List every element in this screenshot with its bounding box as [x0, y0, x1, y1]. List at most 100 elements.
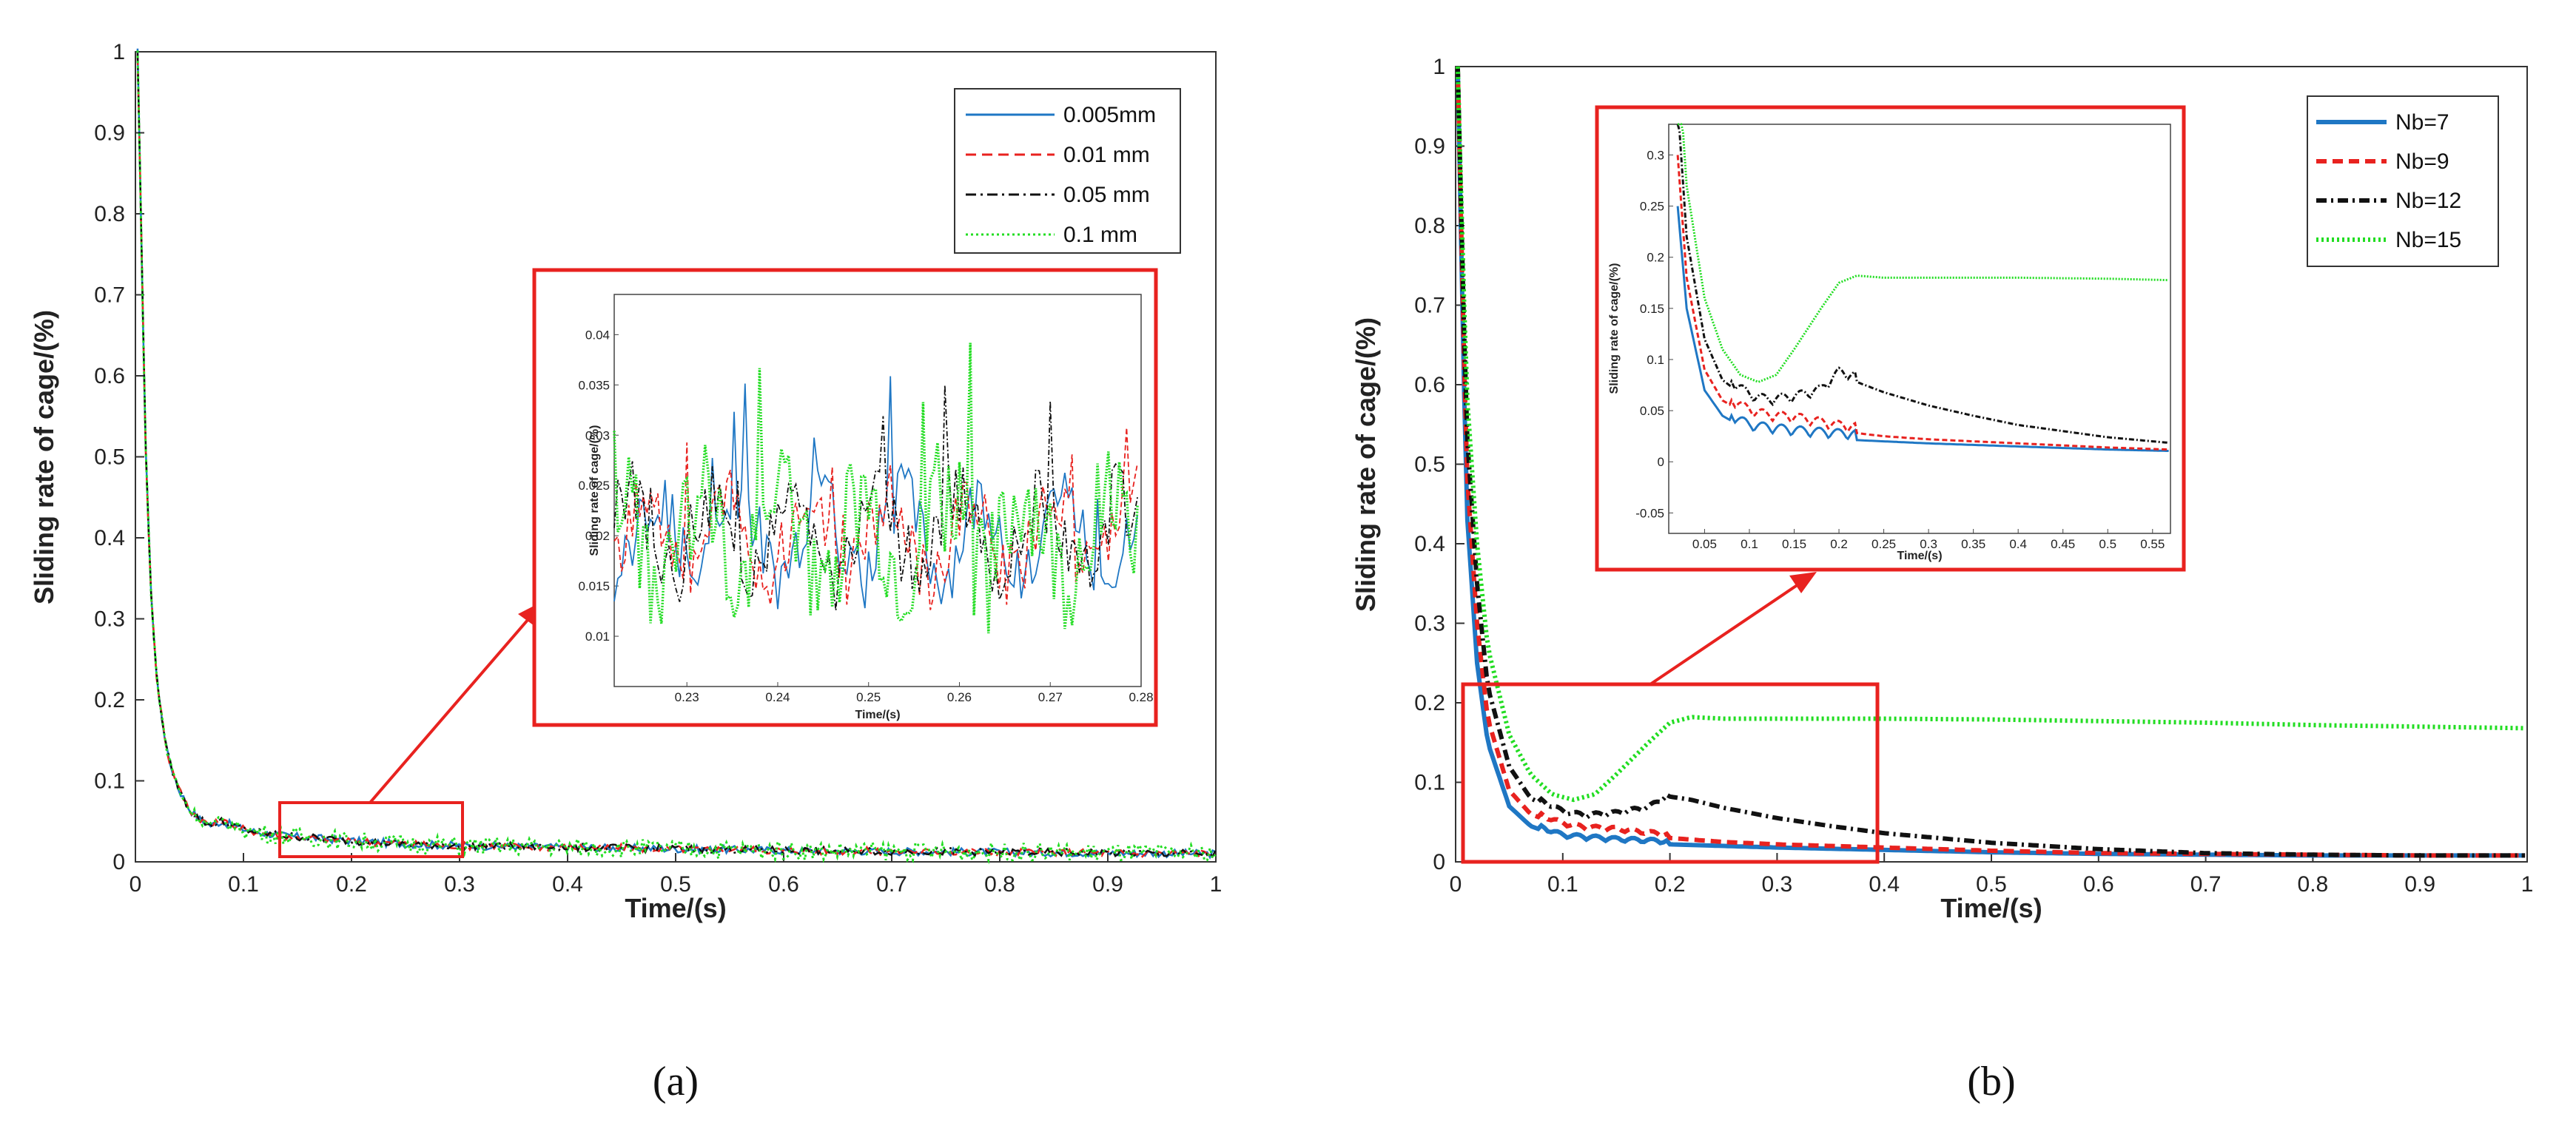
y-ticks-a: 0 0.1 0.2 0.3 0.4 0.5 0.6 0.7 0.8 0.9 1 — [94, 40, 144, 874]
inset-y-tick-label: 0.01 — [585, 630, 610, 644]
inset-x-tick-label: 0.1 — [1741, 537, 1758, 551]
legend-label: 0.05 mm — [1063, 183, 1150, 207]
y-tick-label: 0.5 — [94, 445, 125, 470]
inset-y-ticks-b: -0.05 0 0.05 0.1 0.15 0.2 0.25 0.3 — [1635, 148, 1673, 520]
inset-plot-frame-b — [1668, 124, 2171, 534]
inset-y-tick-label: 0.1 — [1647, 353, 1664, 367]
legend-label: 0.01 mm — [1063, 143, 1150, 167]
x-tick-label: 0.1 — [1547, 872, 1578, 897]
legend-label: 0.005mm — [1063, 103, 1156, 127]
y-tick-label: 0.9 — [94, 121, 125, 146]
x-tick-label: 1 — [1210, 872, 1223, 897]
inset-x-tick-label: 0.28 — [1129, 690, 1153, 704]
inset-y-tick-label: 0.2 — [1647, 251, 1664, 265]
inset-x-tick-label: 0.25 — [1872, 537, 1896, 551]
series-lines-b — [1455, 66, 2526, 858]
x-tick-label: 0.3 — [1762, 872, 1793, 897]
x-ticks-b: 0 0.1 0.2 0.3 0.4 0.5 0.6 0.7 0.8 0.9 1 — [1450, 853, 2534, 897]
legend-a — [954, 88, 1181, 254]
y-tick-label: 0.8 — [94, 202, 125, 226]
x-tick-label: 0.3 — [444, 872, 475, 897]
inset-y-tick-label: 0 — [1658, 455, 1664, 469]
y-tick-label: 1 — [112, 40, 125, 64]
inset-series-line-4 — [1678, 123, 2169, 384]
inset-y-tick-label: 0.04 — [585, 328, 610, 342]
x-axis-label-a: Time/(s) — [625, 893, 726, 923]
x-tick-label: 0.4 — [552, 872, 583, 897]
inset-y-tick-label: 0.035 — [578, 378, 610, 392]
x-tick-label: 1 — [2521, 872, 2534, 897]
y-tick-label: 0.2 — [1414, 691, 1445, 715]
panel-b: 0 0.1 0.2 0.3 0.4 0.5 0.6 0.7 0.8 0.9 1 0 0.1 0.2 0.3… — [1351, 55, 2533, 1104]
inset-series-line-3 — [1676, 124, 2169, 445]
y-tick-label: 0 — [112, 850, 125, 874]
inset-x-tick-label: 0.15 — [1782, 537, 1806, 551]
inset-y-label-a: Sliding rate of cage/(%) — [588, 425, 601, 556]
y-tick-label: 0.1 — [94, 769, 125, 794]
x-tick-label: 0.9 — [1092, 872, 1123, 897]
y-tick-label: 0.4 — [1414, 532, 1445, 556]
y-tick-label: 0.5 — [1414, 453, 1445, 477]
y-tick-label: 0.3 — [1414, 612, 1445, 636]
inset-x-tick-label: 0.23 — [675, 690, 699, 704]
y-axis-label-a: Sliding rate of cage/(%) — [29, 310, 59, 604]
zoom-arrow-a — [369, 613, 534, 804]
y-tick-label: 0.8 — [1414, 214, 1445, 238]
x-tick-label: 0.6 — [768, 872, 799, 897]
y-tick-label: 0 — [1433, 850, 1445, 874]
inset-y-tick-label: 0.015 — [578, 579, 610, 593]
x-ticks-a: 0 0.1 0.2 0.3 0.4 0.5 0.6 0.7 0.8 0.9 1 — [130, 853, 1223, 897]
caption-a: (a) — [653, 1059, 699, 1104]
inset-x-ticks-b: 0.05 0.1 0.15 0.2 0.25 0.3 0.35 0.4 0.45 0.5 0.55 — [1692, 529, 2165, 551]
inset-series-a — [613, 343, 1139, 634]
y-tick-label: 0.6 — [1414, 373, 1445, 397]
y-tick-label: 0.7 — [1414, 294, 1445, 318]
series-line-3 — [1455, 66, 2526, 858]
inset-y-tick-label: 0.15 — [1640, 302, 1664, 316]
inset-x-tick-label: 0.5 — [2099, 537, 2116, 551]
inset-y-tick-label: 0.25 — [1640, 200, 1664, 214]
x-tick-label: 0.8 — [2298, 872, 2329, 897]
x-tick-label: 0.5 — [660, 872, 691, 897]
y-tick-label: 0.7 — [94, 283, 125, 308]
inset-x-tick-label: 0.2 — [1830, 537, 1848, 551]
series-line-3 — [136, 53, 1217, 858]
x-tick-label: 0 — [1450, 872, 1462, 897]
y-ticks-b: 0 0.1 0.2 0.3 0.4 0.5 0.6 0.7 0.8 0.9 1 — [1414, 55, 1464, 874]
inset-y-tick-label: -0.05 — [1635, 506, 1664, 520]
y-tick-label: 0.3 — [94, 607, 125, 632]
inset-y-tick-label: 0.03 — [585, 428, 610, 442]
legend-label: Nb=12 — [2395, 189, 2461, 213]
inset-x-tick-label: 0.3 — [1920, 537, 1937, 551]
panel-a: 0 0.1 0.2 0.3 0.4 0.5 0.6 0.7 0.8 0.9 1 0 0.1 0.2 0.3… — [29, 40, 1222, 1104]
series-line-2 — [1455, 66, 2526, 858]
y-tick-label: 0.1 — [1414, 771, 1445, 795]
inset-x-label-a: Time/(s) — [855, 709, 900, 721]
y-tick-label: 1 — [1433, 55, 1445, 79]
y-tick-label: 0.9 — [1414, 135, 1445, 159]
x-tick-label: 0.6 — [2083, 872, 2114, 897]
inset-series-line-4 — [613, 343, 1139, 634]
zoom-box-b — [1461, 682, 1880, 864]
x-tick-label: 0.7 — [876, 872, 907, 897]
legend-items-b: Nb=7 Nb=9 Nb=12 Nb=15 — [2316, 110, 2461, 252]
y-tick-label: 0.4 — [94, 526, 125, 550]
inset-x-tick-label: 0.45 — [2051, 537, 2075, 551]
inset-series-b — [1676, 123, 2169, 452]
legend-label: 0.1 mm — [1063, 223, 1137, 247]
y-tick-label: 0.2 — [94, 688, 125, 712]
x-tick-label: 0.2 — [336, 872, 367, 897]
caption-b: (b) — [1967, 1059, 2015, 1104]
x-tick-label: 0.9 — [2404, 872, 2435, 897]
series-line-4 — [136, 50, 1217, 865]
inset-x-tick-label: 0.35 — [1961, 537, 1985, 551]
legend-label: Nb=7 — [2395, 110, 2449, 135]
y-axis-label-b: Sliding rate of cage/(%) — [1351, 317, 1381, 612]
inset-x-tick-label: 0.4 — [2009, 537, 2027, 551]
inset-y-tick-label: 0.3 — [1647, 148, 1664, 162]
inset-x-tick-label: 0.27 — [1038, 690, 1063, 704]
x-tick-label: 0 — [130, 872, 142, 897]
inset-y-tick-label: 0.02 — [585, 529, 610, 543]
legend-label: Nb=15 — [2395, 228, 2461, 252]
